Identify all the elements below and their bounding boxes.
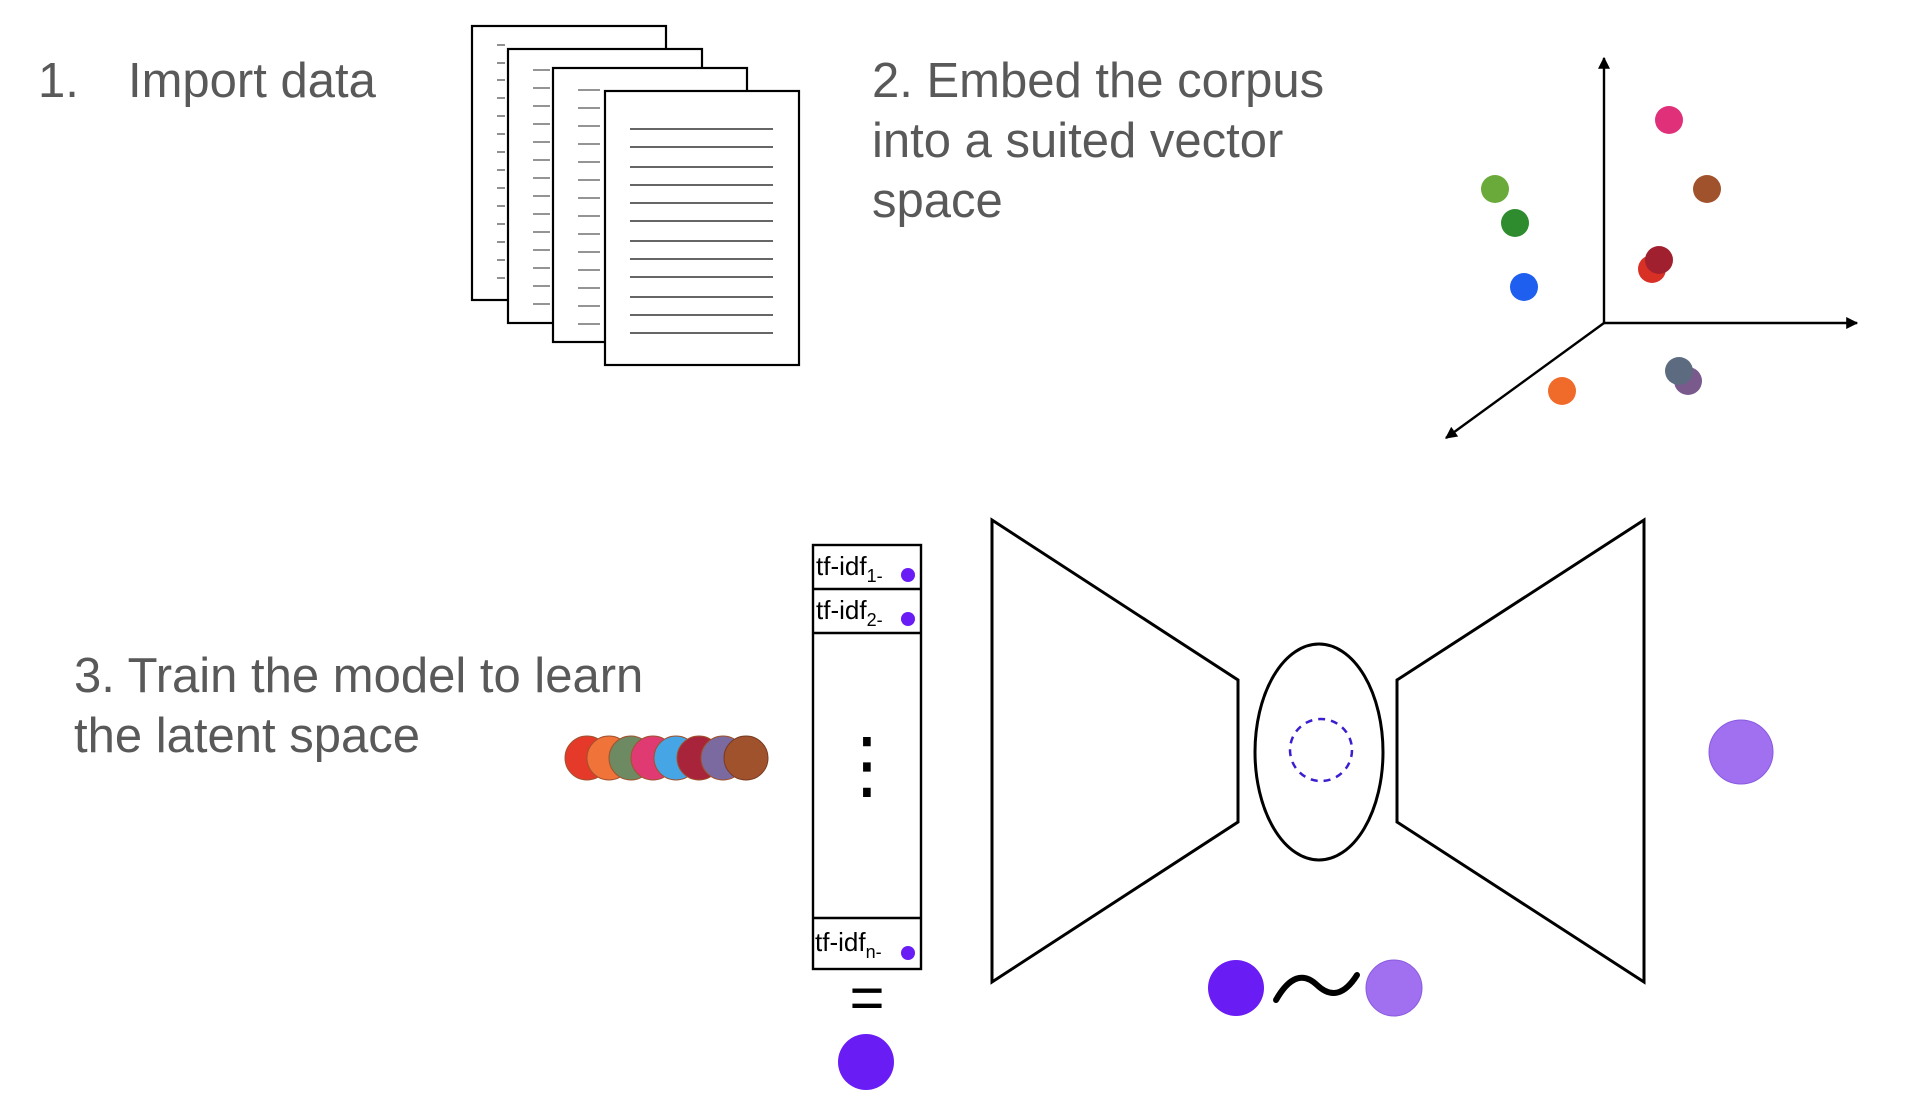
svg-text:tf-idfn-: tf-idfn- <box>815 927 882 962</box>
vector-ellipsis: ⋮ <box>830 722 904 808</box>
3d-axes-icon <box>1445 56 1859 439</box>
vector-cell-2: tf-idf2- <box>816 595 915 630</box>
scatter-point <box>1510 273 1538 301</box>
axis-depth <box>1445 322 1605 439</box>
latent-dot-icon <box>901 612 915 626</box>
encoder-trapezoid <box>990 517 1240 985</box>
svg-text:tf-idf2-: tf-idf2- <box>816 595 883 630</box>
document-dot <box>723 735 769 781</box>
latent-dot-icon <box>901 568 915 582</box>
cell-n-subscript: n- <box>866 942 882 962</box>
document-color-stack <box>564 735 769 781</box>
scatter-point <box>1501 209 1529 237</box>
decoder-trapezoid <box>1395 517 1646 985</box>
distribution-relation <box>1208 959 1423 1017</box>
step1-label: Import data <box>128 54 376 108</box>
autoencoder-icon <box>990 517 1646 985</box>
tilde-icon <box>1273 972 1360 1003</box>
cell-1-label: tf-idf <box>816 551 867 581</box>
scatter-point <box>1645 246 1673 274</box>
reconstructed-dot <box>1708 719 1774 785</box>
latent-dot-icon <box>901 946 915 960</box>
document-page-front <box>603 89 801 367</box>
cell-n-label: tf-idf <box>815 927 866 957</box>
latent-region-dashed <box>1288 717 1354 783</box>
equals-sign: = <box>849 964 884 1031</box>
prior-dot <box>1365 959 1423 1017</box>
cell-2-subscript: 2- <box>867 610 883 630</box>
scatter-point <box>1655 106 1683 134</box>
vector-cell-1: tf-idf1- <box>816 551 915 586</box>
cell-1-subscript: 1- <box>867 566 883 586</box>
scatter-point <box>1665 357 1693 385</box>
scatter-point <box>1693 175 1721 203</box>
document-stack-icon <box>470 24 801 367</box>
vector-cell-n: tf-idfn- <box>815 927 915 962</box>
scatter-points <box>1481 106 1721 405</box>
scatter-point <box>1481 175 1509 203</box>
step1-number: 1. <box>38 54 79 108</box>
cell-2-label: tf-idf <box>816 595 867 625</box>
tfidf-vector: tf-idf1- tf-idf2- ⋮ tf-idfn- <box>811 543 923 971</box>
embedding-dot <box>838 1034 894 1090</box>
scatter-point <box>1548 377 1576 405</box>
step3-label: 3. Train the model to learn the latent s… <box>74 649 644 763</box>
latent-sample-dot <box>1208 960 1264 1016</box>
latent-space-ellipse <box>1253 642 1385 862</box>
step2-label: 2. Embed the corpus into a suited vector… <box>872 54 1325 228</box>
svg-text:tf-idf1-: tf-idf1- <box>816 551 883 586</box>
